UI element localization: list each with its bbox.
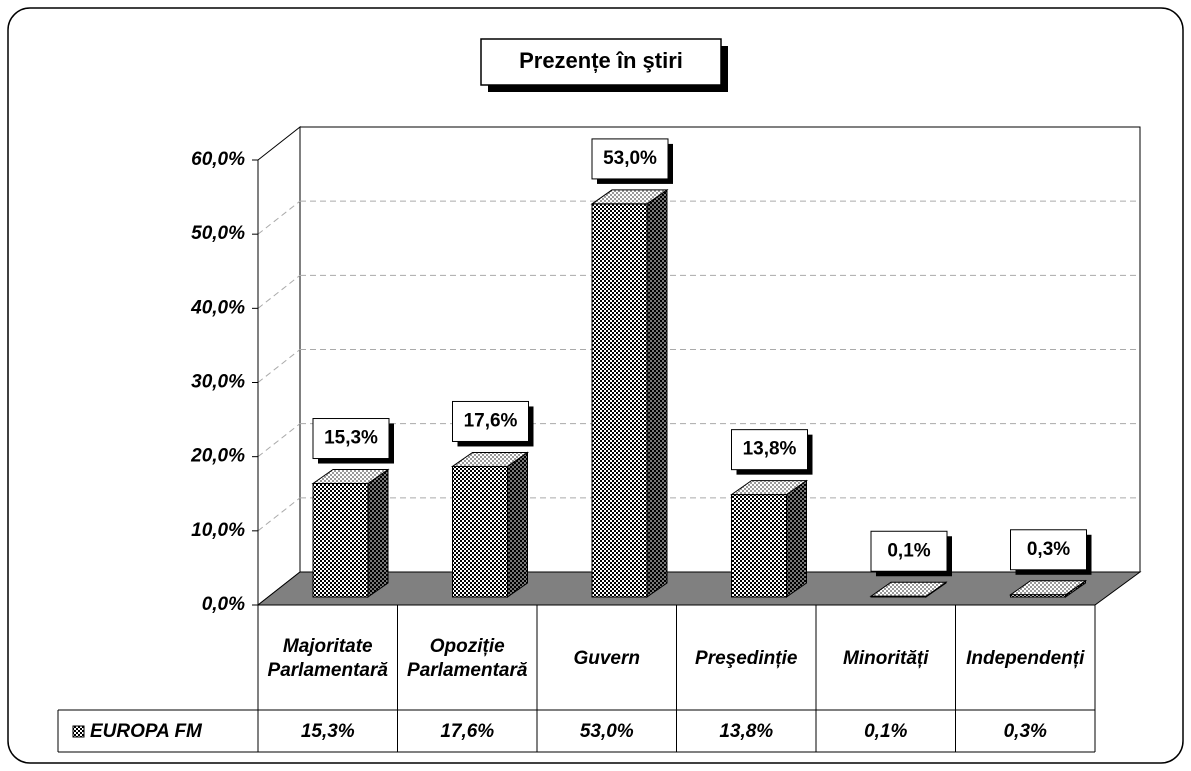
table-value: 0,1%	[864, 721, 907, 742]
legend-label: EUROPA FM	[90, 721, 203, 742]
legend-swatch	[72, 725, 85, 738]
floor	[256, 571, 1142, 606]
y-tick-label: 50,0%	[191, 223, 245, 244]
value-label-box	[591, 138, 669, 180]
grid-line	[257, 349, 301, 383]
bar	[870, 595, 927, 598]
table-value: 15,3%	[301, 721, 355, 742]
value-label-box	[870, 530, 948, 572]
y-tick-label: 40,0%	[190, 297, 245, 318]
x-tick-label: Independenți	[966, 647, 1085, 669]
value-label: 15,3%	[324, 428, 378, 449]
x-tick-label: Preşedinție	[695, 647, 798, 669]
table-value: 13,8%	[719, 721, 773, 742]
x-tick-label: Guvern	[573, 647, 641, 669]
value-label: 13,8%	[743, 439, 797, 460]
chart-title: Prezențe în ştiri	[519, 48, 683, 73]
bar-side	[367, 468, 389, 598]
bar	[731, 494, 787, 598]
bar-side	[646, 188, 668, 598]
grid-line	[257, 274, 301, 309]
value-label: 0,3%	[1027, 539, 1070, 560]
value-label: 53,0%	[603, 148, 657, 169]
value-label-box	[312, 418, 390, 460]
x-tick-label: Minorități	[843, 647, 929, 669]
bar	[312, 483, 369, 598]
bar-side	[786, 479, 807, 598]
bar	[591, 203, 648, 598]
y-tick-label: 0,0%	[202, 594, 245, 615]
x-tick-label: Majoritate Parlamentară	[267, 635, 388, 681]
value-label-box	[1010, 529, 1087, 571]
x-tick-label: Opoziție Parlamentară	[407, 635, 528, 681]
table-value: 53,0%	[580, 721, 634, 742]
title-box	[480, 38, 722, 86]
value-label: 17,6%	[464, 410, 518, 431]
bar-side	[507, 451, 528, 598]
y-tick-label: 20,0%	[190, 446, 245, 467]
grid-line	[257, 423, 301, 458]
bar	[452, 465, 508, 598]
y-tick-label: 10,0%	[191, 520, 245, 541]
bar	[1010, 594, 1066, 598]
value-label-box	[731, 429, 808, 471]
value-label: 0,1%	[887, 540, 930, 561]
grid-line	[257, 200, 301, 235]
side-wall	[257, 125, 301, 607]
y-tick-label: 30,0%	[191, 372, 245, 393]
value-label-box	[452, 400, 529, 442]
table-value: 0,3%	[1004, 721, 1047, 742]
grid-line	[257, 497, 301, 532]
table-value: 17,6%	[440, 721, 494, 742]
y-tick-label: 60,0%	[191, 149, 245, 170]
